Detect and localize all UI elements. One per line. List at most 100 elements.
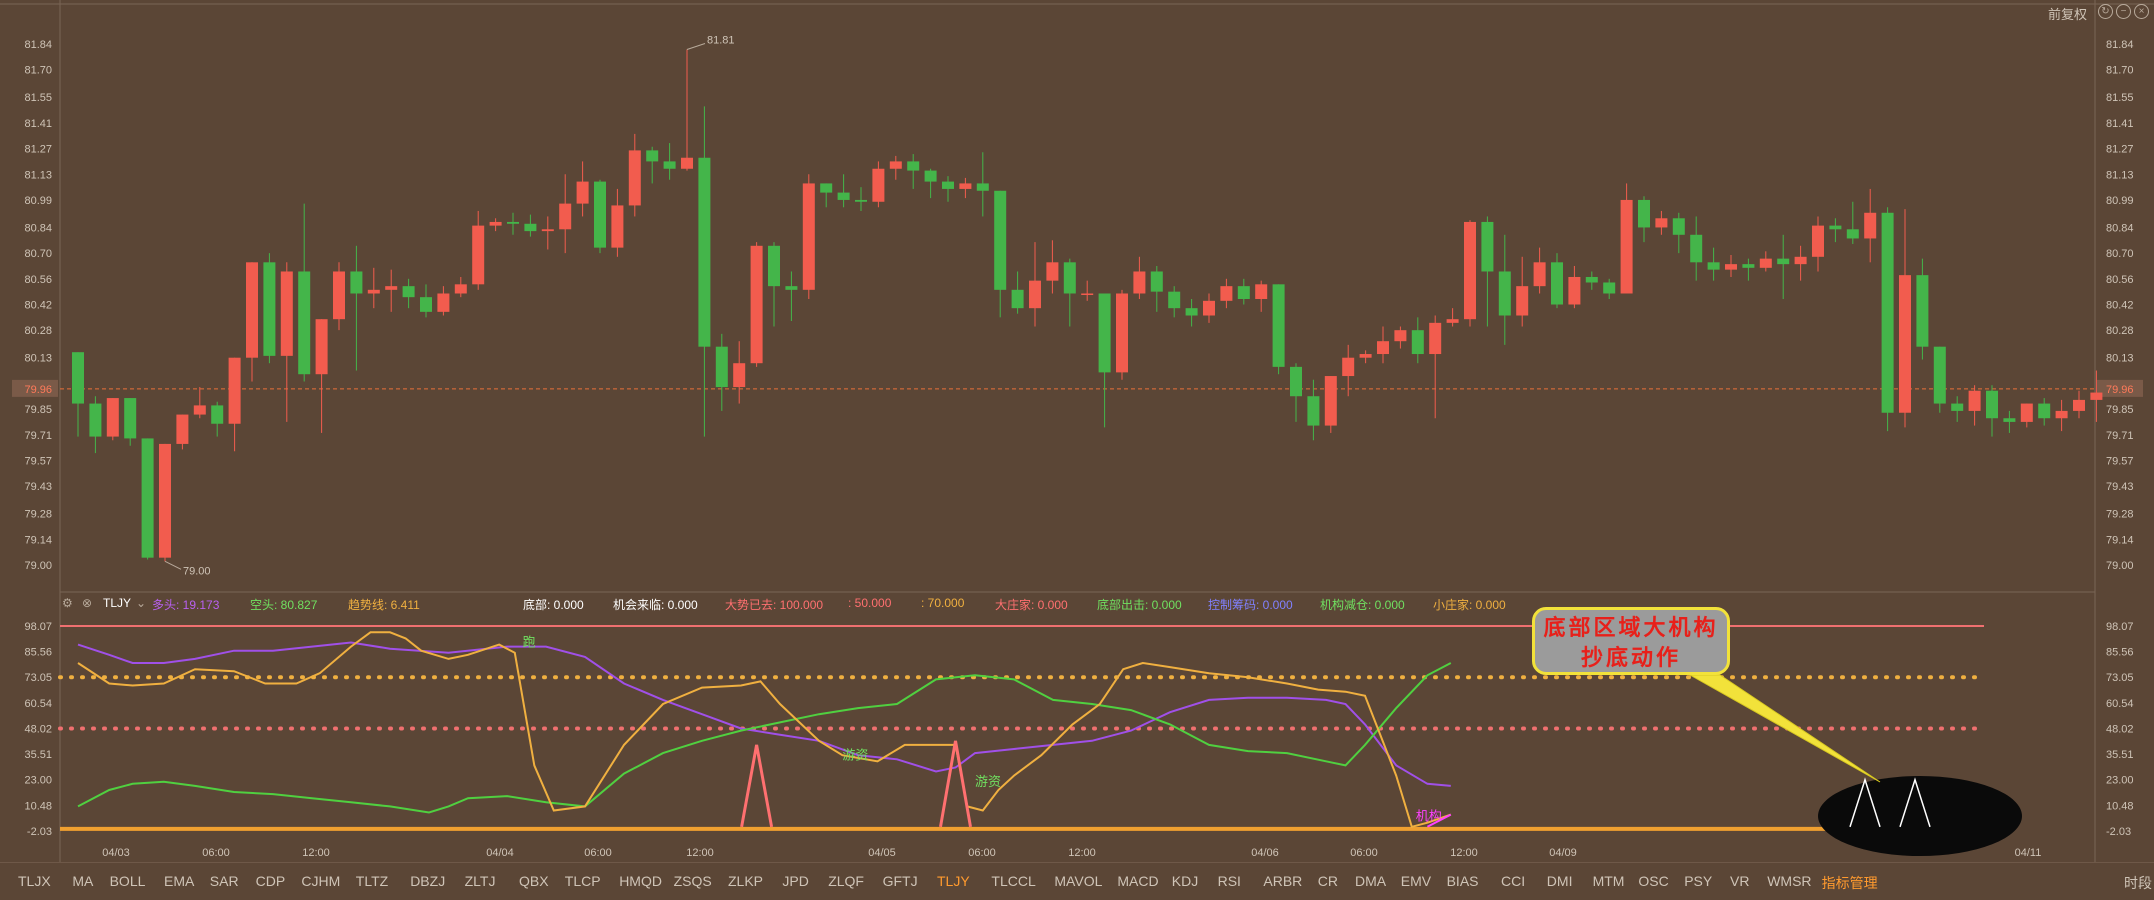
indicator-annotation: 机构 bbox=[1416, 809, 1442, 824]
candle-body bbox=[1307, 396, 1320, 426]
toolbar-item-vr[interactable]: VR bbox=[1730, 873, 1750, 889]
toolbar-item-ma[interactable]: MA bbox=[72, 873, 94, 889]
candle-body bbox=[594, 181, 606, 248]
candle-body bbox=[733, 363, 746, 388]
price-tick-right: 79.43 bbox=[2106, 481, 2134, 493]
price-adjust-label[interactable]: 前复权 bbox=[2048, 7, 2088, 22]
chart-canvas[interactable]: 81.84 81.84 81.70 81.70 81.55 81.55 81.41 81.41… bbox=[0, 0, 2154, 862]
candle-body bbox=[228, 357, 241, 424]
legend-entry: 机会来临: 0.000 bbox=[613, 598, 698, 612]
toolbar-item-tltz[interactable]: TLTZ bbox=[355, 873, 389, 889]
toolbar-item-rsi[interactable]: RSI bbox=[1217, 873, 1241, 889]
candle-body bbox=[559, 203, 572, 230]
toolbar-item-sar[interactable]: SAR bbox=[209, 873, 239, 889]
price-tick-right: 80.28 bbox=[2106, 325, 2134, 337]
toolbar-item-gftj[interactable]: GFTJ bbox=[882, 873, 918, 889]
gear-icon[interactable]: ⚙ bbox=[62, 596, 73, 610]
toolbar-item-ema[interactable]: EMA bbox=[164, 873, 195, 889]
toolbar-item-tlcp[interactable]: TLCP bbox=[564, 873, 601, 889]
series-趋势线 bbox=[77, 631, 1452, 829]
price-tick-left: 79.85 bbox=[24, 404, 52, 416]
toolbar-item-tlccl[interactable]: TLCCL bbox=[991, 873, 1036, 889]
time-tick: 04/05 bbox=[868, 847, 896, 859]
candle-body bbox=[246, 262, 258, 358]
candle-body bbox=[1951, 403, 1964, 411]
toolbar-item-tljx[interactable]: TLJX bbox=[18, 873, 51, 889]
candle-body bbox=[1777, 258, 1790, 265]
toolbar-item-qbx[interactable]: QBX bbox=[519, 873, 549, 889]
toolbar-item-cdp[interactable]: CDP bbox=[255, 873, 286, 889]
candle-body bbox=[959, 183, 972, 189]
candle-body bbox=[1655, 218, 1668, 228]
candle-body bbox=[1899, 275, 1911, 413]
indicator-name[interactable]: TLJY bbox=[103, 596, 132, 610]
toolbar-item-zlkp[interactable]: ZLKP bbox=[728, 873, 764, 889]
candle-body bbox=[663, 161, 676, 169]
toolbar-item-osc[interactable]: OSC bbox=[1638, 873, 1669, 889]
toolbar-item-zltj[interactable]: ZLTJ bbox=[464, 873, 496, 889]
toolbar-item-dma[interactable]: DMA bbox=[1355, 873, 1387, 889]
indicator-tick-right: 35.51 bbox=[2106, 749, 2134, 761]
close-indicator-icon[interactable]: ⊗ bbox=[82, 596, 93, 610]
toolbar-item-wmsr[interactable]: WMSR bbox=[1767, 873, 1812, 889]
toolbar-item-mtm[interactable]: MTM bbox=[1592, 873, 1625, 889]
candle-body bbox=[942, 181, 954, 189]
price-tick-right: 79.57 bbox=[2106, 455, 2134, 467]
indicator-tick-right: 23.00 bbox=[2106, 775, 2134, 787]
toolbar-item-dbzj[interactable]: DBZJ bbox=[410, 873, 446, 889]
candle-body bbox=[1377, 341, 1389, 355]
toolbar-item-hmqd[interactable]: HMQD bbox=[619, 873, 662, 889]
indicator-tick-right: 60.54 bbox=[2106, 698, 2134, 710]
toolbar-item-cci[interactable]: CCI bbox=[1501, 873, 1526, 889]
candle-body bbox=[1116, 293, 1128, 373]
candle-body bbox=[472, 225, 485, 285]
candle-body bbox=[907, 161, 920, 171]
candle-body bbox=[1725, 264, 1737, 270]
time-tick: 12:00 bbox=[1450, 847, 1478, 859]
price-tick-left: 80.84 bbox=[24, 222, 52, 234]
toolbar-item-cr[interactable]: CR bbox=[1317, 873, 1339, 889]
candle-body bbox=[837, 192, 850, 200]
high-annotation: 81.81 bbox=[707, 35, 735, 47]
toolbar-item-psy[interactable]: PSY bbox=[1684, 873, 1713, 889]
close-icon[interactable]: × bbox=[2134, 4, 2149, 19]
minimize-icon[interactable]: − bbox=[2116, 4, 2131, 19]
candle-body bbox=[507, 221, 519, 224]
toolbar-item-bias[interactable]: BIAS bbox=[1446, 873, 1479, 889]
indicator-toolbar: TLJX MA BOLL EMA SAR CDP CJHM TLTZ DBZJ ZLTJ QBX TL… bbox=[0, 862, 2154, 900]
candle-body bbox=[681, 157, 693, 169]
candle-body bbox=[350, 271, 363, 294]
indicator-tick-right: 98.07 bbox=[2106, 621, 2134, 633]
toolbar-item-boll[interactable]: BOLL bbox=[109, 873, 146, 889]
toolbar-item-dmi[interactable]: DMI bbox=[1546, 873, 1573, 889]
toolbar-item-arbr[interactable]: ARBR bbox=[1263, 873, 1303, 889]
refresh-icon[interactable]: ↻ bbox=[2098, 4, 2113, 19]
toolbar-item-tljy[interactable]: TLJY bbox=[937, 873, 970, 889]
candle-body bbox=[1150, 271, 1163, 292]
toolbar-item-kdj[interactable]: KDJ bbox=[1171, 873, 1199, 889]
indicator-manage-button[interactable]: 指标管理 bbox=[1821, 875, 1878, 891]
candle-body bbox=[1029, 280, 1041, 309]
candle-body bbox=[141, 438, 154, 558]
indicator-header: ⚙ ⊗ TLJY ⌄ 多头: 19.173 空头: 80.827 趋势线: 6.41… bbox=[0, 592, 1506, 614]
candle-body bbox=[924, 170, 937, 182]
toolbar-item-zsqs[interactable]: ZSQS bbox=[673, 873, 712, 889]
toolbar-item-zlqf[interactable]: ZLQF bbox=[828, 873, 864, 889]
indicator-tick-left: 73.05 bbox=[24, 672, 52, 684]
toolbar-item-jpd[interactable]: JPD bbox=[782, 873, 809, 889]
price-tick-left: 79.43 bbox=[24, 481, 52, 493]
bottom-signal-triangle bbox=[1849, 777, 1881, 828]
toolbar-item-mavol[interactable]: MAVOL bbox=[1054, 873, 1103, 889]
candle-body bbox=[1185, 308, 1198, 316]
candle-body bbox=[176, 414, 189, 444]
price-tick-right: 81.41 bbox=[2106, 118, 2134, 130]
toolbar-item-macd[interactable]: MACD bbox=[1117, 873, 1159, 889]
chevron-down-icon[interactable]: ⌄ bbox=[136, 596, 147, 610]
legend-entry: 控制筹码: 0.000 bbox=[1208, 598, 1293, 612]
candle-body bbox=[263, 262, 276, 356]
candle-body bbox=[524, 223, 537, 232]
period-button[interactable]: 时段 bbox=[2124, 875, 2152, 891]
candle-body bbox=[1046, 262, 1059, 281]
toolbar-item-cjhm[interactable]: CJHM bbox=[301, 873, 341, 889]
toolbar-item-emv[interactable]: EMV bbox=[1400, 873, 1432, 889]
